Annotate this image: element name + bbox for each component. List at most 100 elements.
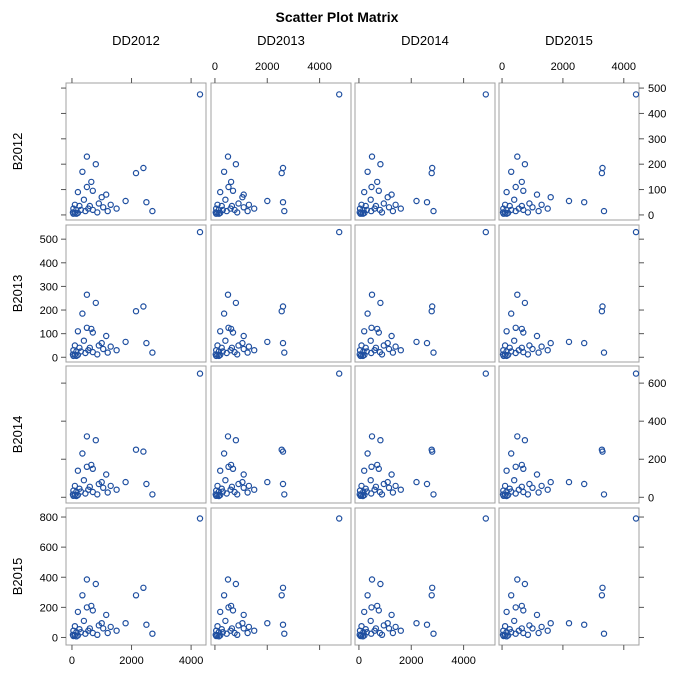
data-point <box>94 209 101 216</box>
data-point <box>336 228 343 236</box>
column-label-dd2014: DD2014 <box>401 33 449 48</box>
data-point <box>70 632 77 640</box>
data-point <box>92 580 100 588</box>
data-point <box>367 477 374 484</box>
data-point <box>506 202 513 210</box>
data-point <box>538 482 545 490</box>
data-point <box>245 201 253 208</box>
column-label-dd2015: DD2015 <box>545 33 593 48</box>
data-point <box>279 480 287 488</box>
data-point <box>220 310 228 317</box>
data-point <box>632 370 640 377</box>
data-point <box>244 489 251 496</box>
data-point <box>359 633 367 640</box>
data-point <box>264 338 271 346</box>
data-point <box>508 450 515 457</box>
data-point <box>102 471 110 478</box>
data-point <box>535 629 542 637</box>
data-point <box>225 324 232 331</box>
data-point <box>529 625 536 632</box>
data-point <box>518 344 526 351</box>
data-point <box>357 352 364 360</box>
x-tick-label: 4000 <box>612 61 636 73</box>
data-point <box>518 202 526 210</box>
data-point <box>223 207 230 215</box>
x-axis-dd2015: 0 2000 4000 <box>499 61 636 83</box>
data-point <box>375 187 382 194</box>
data-point <box>104 489 111 496</box>
data-point <box>113 205 120 212</box>
data-point <box>89 187 97 194</box>
data-point <box>229 329 237 336</box>
cell-frame <box>65 365 207 504</box>
data-point <box>520 607 527 614</box>
data-point <box>232 437 240 444</box>
data-point <box>535 489 542 496</box>
cell-frame <box>354 82 496 221</box>
data-point <box>336 91 343 98</box>
data-point <box>533 471 541 478</box>
data-point <box>423 621 431 628</box>
data-point <box>212 352 220 360</box>
cell-frame <box>210 224 352 363</box>
data-point <box>600 630 608 637</box>
data-point <box>250 486 258 493</box>
data-point <box>529 345 536 353</box>
data-point <box>196 228 204 236</box>
data-point <box>73 210 80 217</box>
data-point <box>232 299 240 307</box>
data-point <box>80 196 88 203</box>
data-point <box>149 207 156 215</box>
data-point <box>196 370 204 377</box>
data-point <box>377 437 384 444</box>
chart-title: Scatter Plot Matrix <box>276 9 399 25</box>
data-point <box>413 620 420 627</box>
data-point <box>368 433 376 440</box>
data-point <box>94 491 101 498</box>
data-point <box>377 299 384 307</box>
data-point <box>506 485 513 492</box>
data-point <box>503 210 510 217</box>
data-point <box>228 625 236 632</box>
data-point <box>500 210 507 217</box>
data-point <box>430 207 437 215</box>
data-point <box>397 347 404 354</box>
data-point <box>503 328 510 335</box>
data-point <box>526 342 533 349</box>
y-tick-label: 500 <box>40 234 58 246</box>
data-point <box>223 349 230 357</box>
data-point <box>600 207 608 215</box>
cell-frame <box>354 507 496 646</box>
data-point <box>506 344 513 351</box>
cell-frame <box>354 365 496 504</box>
data-point <box>98 193 105 201</box>
x-axis-opposite-dd2012 <box>71 78 192 83</box>
cell-frame <box>210 365 352 504</box>
data-point <box>372 202 380 210</box>
data-point <box>397 627 404 634</box>
data-point <box>535 207 542 215</box>
data-point <box>364 310 371 317</box>
data-point <box>82 630 89 637</box>
data-point <box>378 209 386 216</box>
data-point <box>279 339 287 347</box>
x-tick-label: 0 <box>499 61 505 73</box>
data-point <box>232 580 240 588</box>
data-point <box>385 345 393 353</box>
data-point <box>388 471 395 478</box>
variable-labels: DD2012 DD2013 DD2014 DD2015 B2012 B2013 B2014 B… <box>10 33 593 595</box>
data-point <box>281 349 288 356</box>
data-point <box>389 489 397 496</box>
data-point <box>233 351 241 358</box>
data-point <box>518 483 526 490</box>
data-point <box>122 620 129 627</box>
data-point <box>428 446 435 453</box>
data-point <box>140 584 147 592</box>
data-point <box>538 201 545 208</box>
data-point <box>94 631 101 639</box>
data-point <box>380 480 387 488</box>
data-point <box>368 349 375 357</box>
data-point <box>423 480 431 488</box>
data-point <box>392 343 399 350</box>
data-point <box>503 188 510 196</box>
